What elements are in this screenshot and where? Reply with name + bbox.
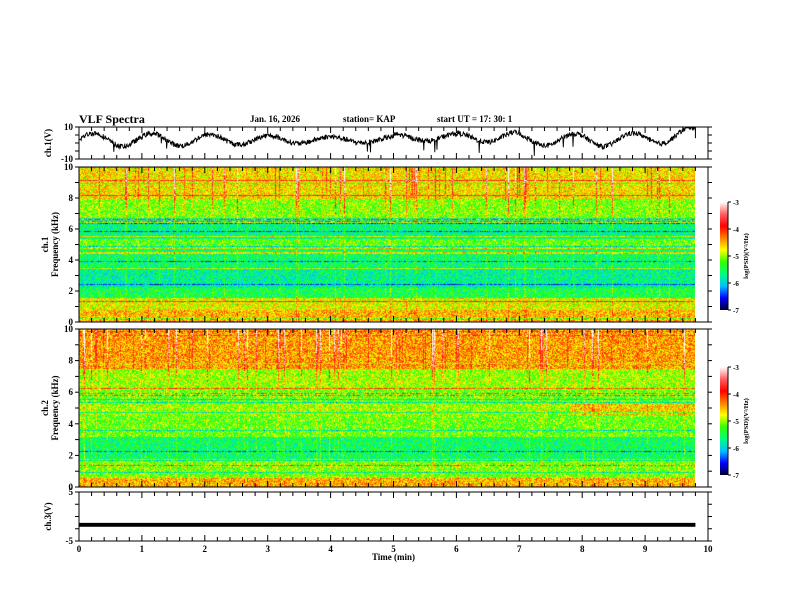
time-xtick-label: 6 xyxy=(454,544,459,554)
time-xtick-label: 9 xyxy=(643,544,648,554)
date-label: Jan. 16, 2026 xyxy=(250,114,301,124)
ch2-colorbar-gradient xyxy=(720,367,728,475)
ch2-colorbar-tick-label: -3 xyxy=(733,364,739,372)
ch1-colorbar-tick-label: -3 xyxy=(733,199,739,207)
time-xtick-label: 0 xyxy=(77,544,82,554)
ch1-colorbar-gradient xyxy=(720,202,728,310)
time-xtick-label: 8 xyxy=(580,544,585,554)
ch3-voltage-frame xyxy=(78,491,709,542)
ch3-trace-band xyxy=(79,522,696,527)
ch2-colorbar-label: log(PSD)(V²/Hz) xyxy=(743,398,750,444)
ch2-spectrogram-ytick-label: 2 xyxy=(69,450,74,460)
ch1-colorbar-tick-label: -6 xyxy=(733,280,739,288)
ch1-spectrogram-image xyxy=(79,167,695,322)
ch2-spectrogram-axis-label: ch.2 xyxy=(40,400,50,416)
ch1-spectrogram-ytick-label: 2 xyxy=(69,286,74,296)
ch1-colorbar-tick-label: -5 xyxy=(733,253,739,261)
ch2-colorbar-tick-label: -4 xyxy=(733,391,739,399)
ch1-spectrogram-ytick-label: 4 xyxy=(69,255,74,265)
time-xtick-label: 1 xyxy=(140,544,145,554)
ch3-voltage-ytick-label: 5 xyxy=(69,487,74,497)
time-axis-label: Time (min) xyxy=(372,552,415,562)
ch1-spectrogram-ytick-label: 6 xyxy=(69,224,74,234)
ch1-colorbar-tick-label: -7 xyxy=(733,307,739,315)
ch2-colorbar-tick-label: -5 xyxy=(733,418,739,426)
axes xyxy=(75,126,712,542)
ch1-spectrogram-ytick-label: 10 xyxy=(64,162,74,172)
ch2-spectrogram-ytick-label: 0 xyxy=(69,482,74,492)
ch2-spectrogram-image xyxy=(79,329,695,487)
spec1-pixels xyxy=(79,167,695,322)
ch2-spectrogram-axis-label: Frequency (kHz) xyxy=(50,375,60,440)
ch1-trace-line xyxy=(78,126,696,156)
ch1-voltage-axis-label: ch.1(V) xyxy=(43,129,53,157)
ch1-spectrogram-axis-label: ch.1 xyxy=(40,236,50,252)
ch1-spectrogram-ytick-label: 0 xyxy=(69,317,74,327)
ch2-spectrogram-ytick-label: 6 xyxy=(69,387,74,397)
ch1-voltage-ytick-label: -10 xyxy=(61,154,73,164)
ch3-voltage-trace xyxy=(79,522,696,527)
time-xtick-label: 5 xyxy=(391,544,396,554)
ch3-voltage-axis-label: ch.3(V) xyxy=(43,502,53,530)
time-xtick-label: 10 xyxy=(704,544,714,554)
ch1-spectrogram-axis-label: Frequency (kHz) xyxy=(50,212,60,277)
colorbars: -3 -4 -5 -6 -7 log(PSD)(V²/Hz) -3 -4 -5 -6 -7 log(P… xyxy=(720,199,750,480)
ch1-spectrogram-ytick-label: 8 xyxy=(69,193,74,203)
spec2-pixels xyxy=(79,329,695,487)
time-xtick-label: 3 xyxy=(265,544,270,554)
time-xtick-label: 4 xyxy=(328,544,333,554)
time-xtick-label: 7 xyxy=(517,544,522,554)
time-xtick-label: 2 xyxy=(203,544,208,554)
ch2-spectrogram-ytick-label: 4 xyxy=(69,419,74,429)
station-label: station= KAP xyxy=(343,114,396,124)
ch1-colorbar-tick-label: -4 xyxy=(733,226,739,234)
ch1-colorbar-label: log(PSD)(V²/Hz) xyxy=(743,233,750,279)
ch2-colorbar-tick-label: -7 xyxy=(733,472,739,480)
ch1-voltage-ytick-label: 10 xyxy=(64,122,74,132)
ch2-spectrogram-ytick-label: 8 xyxy=(69,356,74,366)
start-time-label: start UT = 17: 30: 1 xyxy=(437,114,513,124)
chart-title: VLF Spectra xyxy=(79,112,145,126)
ch1-voltage-trace xyxy=(78,126,696,156)
ch2-spectrogram-ytick-label: 10 xyxy=(64,324,74,334)
ch3-voltage-ytick-label: -5 xyxy=(66,536,74,546)
ch2-colorbar-tick-label: -6 xyxy=(733,445,739,453)
